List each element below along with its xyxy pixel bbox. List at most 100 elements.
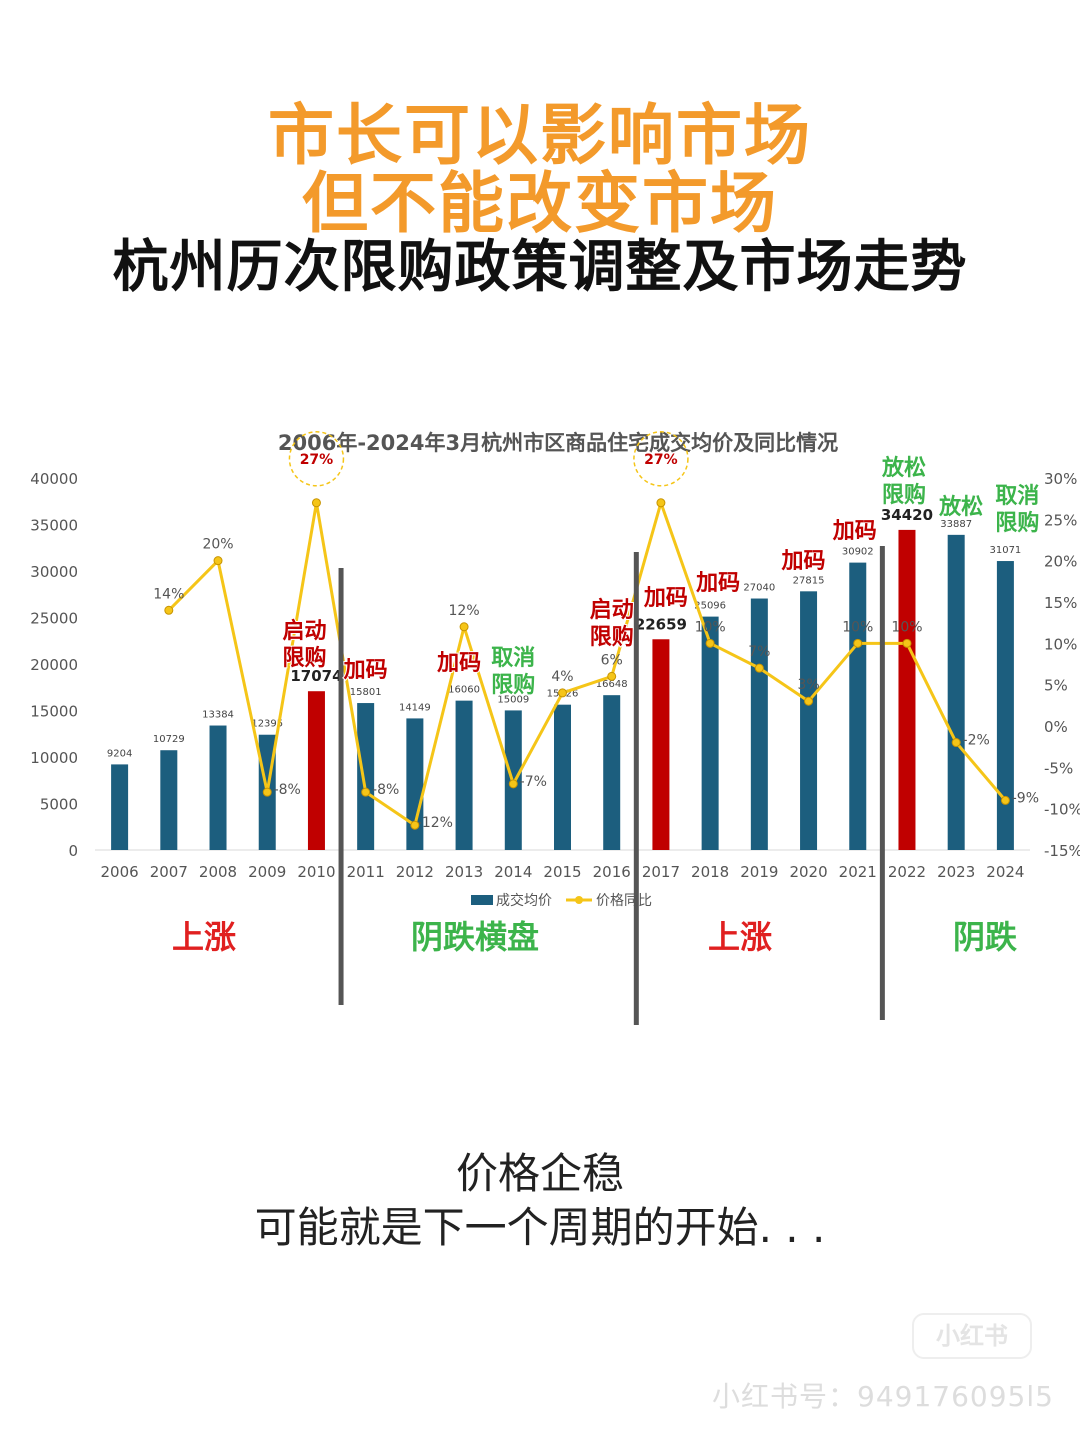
bar xyxy=(750,598,768,850)
y-right-tick-label: 10% xyxy=(1044,635,1077,653)
line-point xyxy=(361,787,371,797)
bar-value-label: 34420 xyxy=(881,506,933,524)
bar xyxy=(996,561,1014,850)
x-tick-label: 2015 xyxy=(543,863,581,881)
bar xyxy=(160,750,178,850)
bar-value-label: 14149 xyxy=(399,702,431,713)
caption-line-1: 价格企稳 xyxy=(455,1149,624,1198)
bar xyxy=(652,639,670,850)
y-left-tick-label: 40000 xyxy=(30,470,78,488)
line-point-label: -9% xyxy=(1012,790,1039,806)
x-tick-label: 2014 xyxy=(494,863,532,881)
bar-value-label: 9204 xyxy=(107,748,132,759)
phase-label: 阴跌 xyxy=(953,918,1017,956)
x-tick-label: 2021 xyxy=(839,863,877,881)
y-left-tick-label: 0 xyxy=(68,842,78,860)
bar-value-label: 22659 xyxy=(635,615,687,633)
y-right-tick-label: -15% xyxy=(1044,842,1080,860)
x-tick-label: 2010 xyxy=(297,863,335,881)
line-point xyxy=(902,638,912,648)
policy-annotation: 加码 xyxy=(832,519,877,544)
x-tick-label: 2006 xyxy=(101,863,139,881)
line-point-label: 10% xyxy=(695,619,726,635)
y-right-tick-label: 20% xyxy=(1044,553,1077,571)
line-point-label: 6% xyxy=(601,652,623,668)
line-point-label: -8% xyxy=(274,782,301,798)
x-tick-label: 2016 xyxy=(593,863,631,881)
line-point xyxy=(804,696,814,706)
line-point-label: 27% xyxy=(644,452,678,468)
line-point xyxy=(853,638,863,648)
x-tick-label: 2013 xyxy=(445,863,483,881)
line-point xyxy=(1000,795,1010,805)
legend-bar-label: 成交均价 xyxy=(496,892,552,909)
phase-label: 上涨 xyxy=(708,918,772,956)
policy-annotation: 加码 xyxy=(643,586,688,611)
line-point xyxy=(164,605,174,615)
headline-line-3: 杭州历次限购政策调整及市场走势 xyxy=(112,235,968,300)
line-point-label: 12% xyxy=(449,603,480,619)
line-point-label: -7% xyxy=(520,774,547,790)
policy-annotation: 加码 xyxy=(695,571,740,596)
price-chart: 2006年-2024年3月杭州市区商品住宅成交均价及同比情况 0 5000 10000… xyxy=(30,431,1080,1025)
bar-value-label: 25096 xyxy=(694,601,726,612)
line-point-label: 10% xyxy=(842,619,873,635)
watermark-text: 小红书号：949176095l5 xyxy=(712,1380,1054,1413)
policy-annotation: 取消 xyxy=(491,646,535,671)
policy-annotation: 取消 xyxy=(995,484,1039,509)
x-tick-label: 2024 xyxy=(986,863,1024,881)
line-point xyxy=(951,738,961,748)
line-point-label: -2% xyxy=(963,733,990,749)
y-right-tick-label: -5% xyxy=(1044,759,1073,777)
line-point-label: 7% xyxy=(748,644,770,660)
policy-annotation: 加码 xyxy=(436,651,481,676)
line-point xyxy=(508,779,518,789)
bar-value-label: 33887 xyxy=(940,519,972,530)
bar xyxy=(898,529,916,850)
y-right-tick-label: 30% xyxy=(1044,470,1077,488)
bar xyxy=(701,616,719,850)
line-point xyxy=(705,638,715,648)
bar-value-label: 30902 xyxy=(842,547,874,558)
policy-annotation: 加码 xyxy=(781,549,826,574)
y-left-tick-label: 15000 xyxy=(30,703,78,721)
bar xyxy=(603,695,621,850)
bar-value-label: 12395 xyxy=(251,719,283,730)
y-left-tick-label: 20000 xyxy=(30,656,78,674)
line-point xyxy=(410,820,420,830)
bar-value-label: 15801 xyxy=(350,687,382,698)
bar xyxy=(947,534,965,850)
line-point xyxy=(459,622,469,632)
y-right-tick-label: 15% xyxy=(1044,594,1077,612)
bar xyxy=(554,704,571,850)
bar-value-label: 31071 xyxy=(989,545,1021,556)
line-point-label: 14% xyxy=(153,586,184,602)
y-right-tick-label: -10% xyxy=(1044,801,1080,819)
watermark-logo: 小红书 xyxy=(912,1313,1032,1359)
bar xyxy=(357,703,375,850)
policy-annotation: 限购 xyxy=(882,482,926,508)
x-tick-label: 2008 xyxy=(199,863,237,881)
headline-line-1: 市长可以影响市场 xyxy=(268,97,812,174)
legend-line-marker xyxy=(575,896,583,904)
bar xyxy=(800,591,818,850)
x-tick-label: 2020 xyxy=(789,863,827,881)
legend-line-label: 价格同比 xyxy=(596,893,652,909)
bar xyxy=(209,725,227,850)
bar xyxy=(455,700,473,850)
line-point xyxy=(213,556,223,566)
line-point xyxy=(558,688,567,698)
line-point xyxy=(754,663,764,673)
y-right-tick-label: 5% xyxy=(1044,677,1068,695)
policy-annotation: 限购 xyxy=(995,510,1039,536)
y-left-tick-label: 10000 xyxy=(30,749,78,767)
policy-annotation: 放松 xyxy=(881,455,926,481)
bar xyxy=(111,764,129,850)
yoy-line xyxy=(167,501,1007,827)
x-tick-label: 2011 xyxy=(347,863,385,881)
x-tick-label: 2018 xyxy=(691,863,729,881)
bar-value-label: 13384 xyxy=(202,710,234,721)
x-tick-label: 2019 xyxy=(740,863,778,881)
line-point-label: -12% xyxy=(417,815,453,831)
policy-annotation: 限购 xyxy=(491,672,535,698)
